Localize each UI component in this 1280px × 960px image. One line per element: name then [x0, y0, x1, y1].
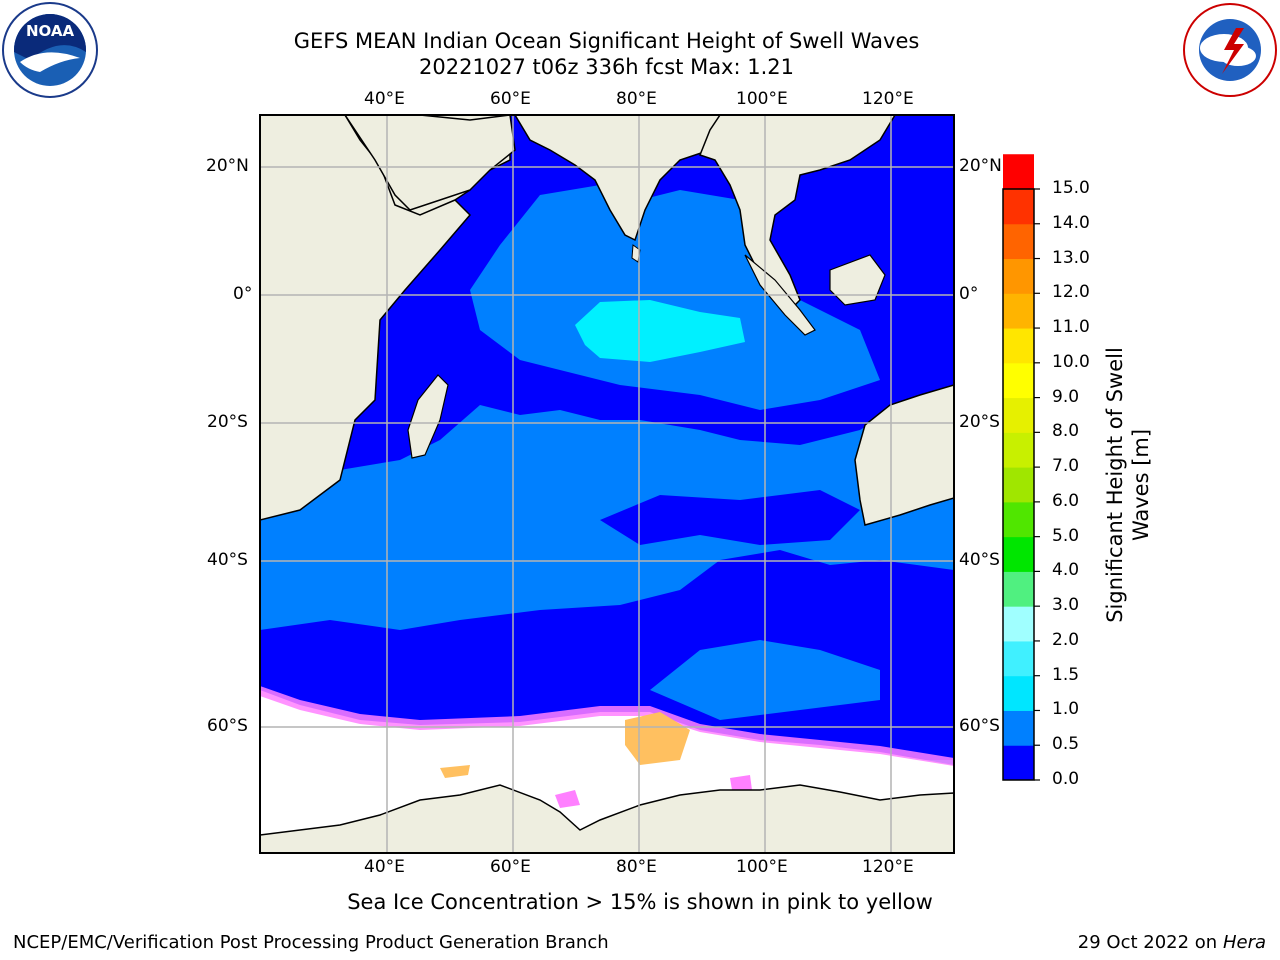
colorbar-tick-label: 1.0	[1052, 699, 1080, 720]
ocean-swell-cyan	[575, 300, 745, 362]
noaa-logo-text: NOAA	[26, 22, 75, 40]
colorbar-swatch	[1003, 501, 1034, 538]
map-title: GEFS MEAN Indian Ocean Significant Heigh…	[293, 29, 920, 53]
land-antarctica	[260, 784, 954, 853]
colorbar-tick-label: 0.5	[1052, 734, 1080, 755]
lat-label-right-20s: 20°S	[959, 412, 1000, 432]
colorbar-tick-label: 13.0	[1052, 247, 1090, 268]
colorbar-tick-label: 9.0	[1052, 386, 1080, 407]
colorbar-tick-label: 8.0	[1052, 421, 1080, 442]
sea-ice-pink-edge	[260, 686, 954, 766]
lat-label-right-0: 0°	[959, 284, 979, 304]
colorbar-swatch	[1003, 397, 1034, 433]
land-sri-lanka	[631, 244, 641, 263]
colorbar-swatch	[1003, 536, 1034, 572]
colorbar-swatch	[1003, 606, 1034, 642]
colorbar-swatch	[1003, 640, 1034, 677]
lat-label-left-40s: 40°S	[207, 550, 248, 570]
land-southeast-asia	[699, 115, 896, 312]
colorbar-swatch	[1003, 675, 1034, 711]
colorbar-swatch	[1003, 745, 1034, 781]
colorbar-tick-label: 6.0	[1052, 490, 1080, 511]
colorbar-swatch	[1003, 362, 1034, 399]
colorbar-swatch	[1003, 571, 1034, 607]
lon-label-top-60e: 60°E	[490, 89, 531, 109]
lon-label-bottom-40e: 40°E	[364, 857, 405, 877]
lat-label-left-0: 0°	[233, 284, 253, 304]
colorbar-swatch	[1003, 710, 1034, 746]
nws-logo	[1183, 3, 1277, 97]
colorbar-swatch	[1003, 223, 1034, 260]
lon-label-top-40e: 40°E	[364, 89, 405, 109]
sea-ice-orange-patch-2	[440, 765, 470, 778]
sea-ice-pink-patch-2	[730, 775, 752, 790]
lon-label-top-100e: 100°E	[736, 89, 788, 109]
lat-label-right-20n: 20°N	[959, 156, 1002, 176]
colorbar-swatch	[1003, 328, 1034, 364]
lon-label-bottom-60e: 60°E	[490, 857, 531, 877]
colorbar-tick-label: 4.0	[1052, 560, 1080, 581]
colorbar-title-line1: Significant Height of Swell	[1103, 347, 1127, 623]
colorbar-tick-label: 12.0	[1052, 282, 1090, 303]
colorbar-tick-label: 1.5	[1052, 664, 1080, 685]
ocean-mid-dark-patch	[600, 490, 860, 545]
lat-label-right-40s: 40°S	[959, 550, 1000, 570]
sea-ice-pink-patch-1	[555, 790, 580, 808]
graticule	[260, 115, 954, 853]
colorbar-tick-label: 0.0	[1052, 769, 1080, 789]
noaa-logo	[2, 2, 98, 98]
lon-label-top-80e: 80°E	[616, 89, 657, 109]
land-australia	[854, 384, 954, 526]
colorbar-tick-label: 2.0	[1052, 629, 1080, 650]
lat-label-left-20s: 20°S	[207, 412, 248, 432]
colorbar-swatch	[1003, 432, 1034, 468]
footer-date-text: 29 Oct 2022 on	[1077, 932, 1223, 953]
colorbar-tick-label: 15.0	[1052, 178, 1090, 198]
sea-ice-caption: Sea Ice Concentration > 15% is shown in …	[347, 890, 933, 914]
lat-label-right-60s: 60°S	[959, 716, 1000, 736]
lat-label-left-60s: 60°S	[207, 716, 248, 736]
colorbar-tick-label: 10.0	[1052, 351, 1090, 372]
lat-label-left-20n: 20°N	[206, 156, 249, 176]
colorbar-tick-label: 7.0	[1052, 456, 1080, 477]
map-plot-area	[260, 115, 954, 853]
lon-label-bottom-100e: 100°E	[736, 857, 788, 877]
colorbar-title-line2: Waves [m]	[1129, 428, 1153, 542]
footer-host: Hera	[1222, 932, 1266, 953]
colorbar-swatch	[1003, 154, 1034, 190]
colorbar-ticks	[1034, 188, 1040, 781]
ocean-central-mid	[470, 185, 880, 410]
colorbar-swatch	[1003, 467, 1034, 503]
colorbar-tick-label: 14.0	[1052, 212, 1090, 233]
colorbar-swatch	[1003, 189, 1034, 225]
land-borneo	[829, 254, 886, 306]
lon-label-bottom-80e: 80°E	[616, 857, 657, 877]
land-madagascar	[407, 374, 449, 459]
colorbar-swatch	[1003, 293, 1034, 329]
footer-branch: NCEP/EMC/Verification Post Processing Pr…	[13, 932, 609, 953]
colorbar-tick-label: 11.0	[1052, 317, 1090, 338]
colorbar-swatch	[1003, 258, 1034, 294]
colorbar-tick-label: 5.0	[1052, 525, 1080, 546]
colorbar-tick-label: 3.0	[1052, 595, 1080, 616]
map-subtitle: 20221027 t06z 336h fcst Max: 1.21	[419, 55, 794, 79]
colorbar	[1003, 154, 1034, 781]
lon-label-top-120e: 120°E	[862, 89, 914, 109]
map-frame	[259, 114, 955, 854]
sea-ice-orange-patch	[625, 712, 690, 765]
footer-date: 29 Oct 2022 on Hera	[1078, 932, 1266, 953]
lon-label-bottom-120e: 120°E	[862, 857, 914, 877]
colorbar-frame	[1002, 188, 1035, 781]
